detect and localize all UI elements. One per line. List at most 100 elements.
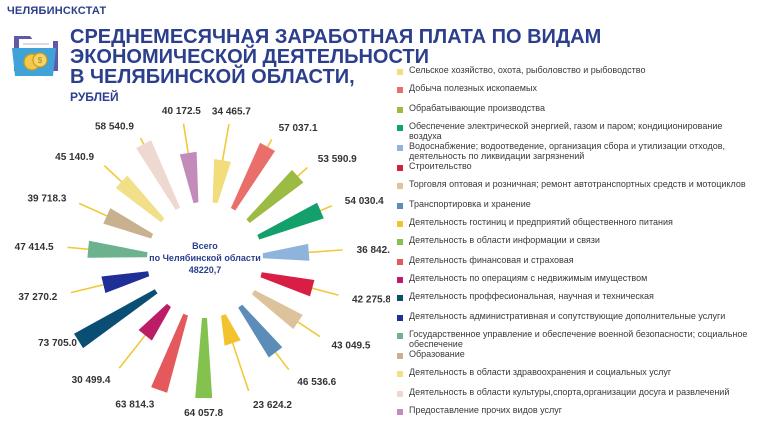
legend-item: Деятельность финансовая и страховая (397, 255, 757, 266)
title-line: СРЕДНЕМЕСЯЧНАЯ ЗАРАБОТНАЯ ПЛАТА ПО ВИДАМ (70, 26, 602, 48)
legend-swatch (397, 221, 403, 227)
legend-label: Транспортировка и хранение (409, 199, 531, 209)
title-line: В ЧЕЛЯБИНСКОЙ ОБЛАСТИ, (70, 66, 355, 88)
legend-item: Государственное управление и обеспечение… (397, 329, 757, 349)
value-label: 73 705.0 (38, 338, 77, 349)
chart-bar (179, 151, 199, 204)
legend-item: Деятельность в области культуры,спорта,о… (397, 387, 757, 398)
chart-bar (195, 318, 213, 399)
legend-item: Добыча полезных ископаемых (397, 83, 757, 94)
chart-bar (246, 169, 304, 223)
chart-bar (115, 175, 165, 223)
leader-line (308, 286, 339, 296)
value-label: 34 465.7 (212, 106, 251, 117)
legend-item: Предоставление прочих видов услуг (397, 405, 757, 416)
legend-label: Деятельность по операциям с недвижимым и… (409, 273, 648, 283)
legend-swatch (397, 371, 403, 377)
legend-label: Обеспечение электрической энергией, газо… (409, 121, 723, 141)
legend-swatch (397, 165, 403, 171)
value-label: 47 414.5 (15, 242, 54, 253)
legend-swatch (397, 69, 403, 75)
chart-bar (251, 290, 303, 330)
legend-item: Деятельность в области здравоохранения и… (397, 367, 757, 378)
legend-label: Деятельность проффесиональная, научная и… (409, 291, 654, 301)
legend-label: Государственное управление и обеспечение… (409, 329, 748, 349)
legend-label: Водоснабжение; водоотведение, организаци… (409, 141, 725, 161)
legend-swatch (397, 277, 403, 283)
legend-swatch (397, 353, 403, 359)
legend-item: Обрабатывающие производства (397, 103, 757, 114)
value-label: 23 624.2 (253, 400, 292, 411)
leader-line (304, 249, 343, 254)
legend-item: Деятельность гостиниц и предприятий обще… (397, 217, 757, 228)
legend-item: Образование (397, 349, 757, 360)
chart-bar (257, 202, 324, 240)
leader-line (78, 202, 111, 219)
legend-label: Торговля оптовая и розничная; ремонт авт… (409, 179, 746, 189)
leader-line (294, 319, 321, 338)
chart-bar (87, 240, 148, 258)
legend-item: Деятельность проффесиональная, научная и… (397, 291, 757, 302)
chart-bar (238, 304, 283, 358)
value-label: 39 718.3 (27, 194, 66, 205)
legend-item: Строительство (397, 161, 757, 172)
legend-item: Деятельность в области информации и связ… (397, 235, 757, 246)
legend-label: Строительство (409, 161, 472, 171)
svg-text:$: $ (38, 56, 43, 65)
chart-rays (67, 123, 343, 399)
value-label: 53 590.9 (318, 154, 357, 165)
legend-item: Водоснабжение; водоотведение, организаци… (397, 141, 757, 161)
chart-bar (260, 272, 315, 297)
value-label: 58 540.9 (95, 122, 134, 133)
chart-bar (221, 314, 241, 346)
legend-label: Деятельность финансовая и страховая (409, 255, 574, 265)
folder-with-coins-icon: $ (11, 28, 63, 80)
legend-label: Образование (409, 349, 465, 359)
chart-bars (74, 140, 324, 399)
value-label: 64 057.8 (184, 408, 223, 419)
leader-line (103, 165, 125, 186)
legend-item: Деятельность по операциям с недвижимым и… (397, 273, 757, 284)
leader-line (67, 246, 93, 251)
leader-line (118, 331, 149, 369)
unit-label: РУБЛЕЙ (70, 90, 119, 104)
radial-bar-chart: 34 465.7 57 037.1 53 590.9 54 030.4 36 842.3… (15, 106, 390, 419)
legend-label: Обрабатывающие производства (409, 103, 545, 113)
legend-swatch (397, 183, 403, 189)
chart-bar (212, 159, 231, 204)
chart-bar (74, 289, 158, 349)
legend-swatch (397, 145, 403, 151)
chart-bar (262, 243, 310, 261)
leader-line (272, 348, 290, 371)
legend-swatch (397, 125, 403, 131)
leader-line (230, 338, 250, 392)
value-label: 40 172.5 (162, 106, 201, 117)
leader-line (70, 283, 108, 294)
legend-label: Деятельность в области информации и связ… (409, 235, 600, 245)
legend-item: Обеспечение электрической энергией, газо… (397, 121, 757, 141)
title-line: ЭКОНОМИЧЕСКОЙ ДЕЯТЕЛЬНОСТИ (70, 46, 430, 68)
org-name: ЧЕЛЯБИНСКСТАТ (7, 5, 107, 17)
legend-swatch (397, 295, 403, 301)
leader-line (221, 123, 230, 165)
chart-bar (103, 208, 154, 239)
legend-swatch (397, 391, 403, 397)
legend-item: Транспортировка и хранение (397, 199, 757, 210)
center-label-line: по Челябинской области (149, 253, 261, 263)
value-label: 37 270.2 (18, 292, 57, 303)
legend-item: Деятельность административная и сопутств… (397, 311, 757, 322)
legend-label: Предоставление прочих видов услуг (409, 405, 563, 415)
page-title: СРЕДНЕМЕСЯЧНАЯ ЗАРАБОТНАЯ ПЛАТА ПО ВИДАМ… (70, 27, 610, 87)
legend-label: Деятельность в области культуры,спорта,о… (409, 387, 730, 397)
value-label: 30 499.4 (72, 375, 111, 386)
center-label-line: Всего (192, 241, 218, 251)
legend-label: Деятельность гостиниц и предприятий обще… (409, 217, 673, 227)
value-label: 46 536.6 (297, 377, 336, 388)
legend-item: Сельское хозяйство, охота, рыболовство и… (397, 65, 757, 76)
legend-label: Деятельность административная и сопутств… (409, 311, 726, 321)
legend-swatch (397, 203, 403, 209)
legend-swatch (397, 239, 403, 245)
legend-swatch (397, 315, 403, 321)
chart-bar (101, 271, 150, 293)
value-label: 54 030.4 (345, 196, 384, 207)
